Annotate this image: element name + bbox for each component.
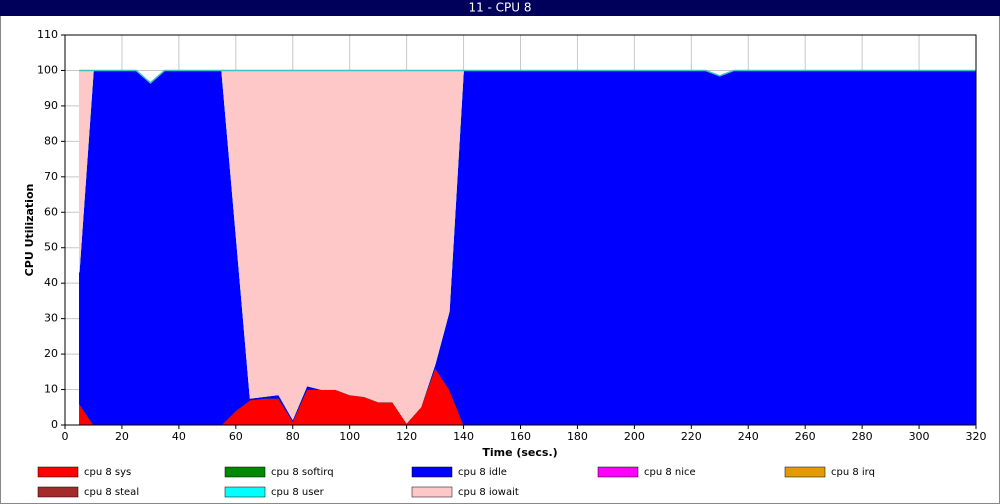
y-tick-label: 70 <box>44 170 58 183</box>
legend-label: cpu 8 irq <box>831 467 875 478</box>
x-tick-label: 200 <box>624 430 645 443</box>
chart-title: 11 - CPU 8 <box>468 1 531 15</box>
x-tick-label: 140 <box>453 430 474 443</box>
legend-swatch <box>37 486 79 498</box>
legend-label: cpu 8 softirq <box>271 467 334 478</box>
x-tick-label: 40 <box>172 430 186 443</box>
legend-label: cpu 8 steal <box>84 487 139 498</box>
x-tick-label: 220 <box>681 430 702 443</box>
top-outline <box>79 69 976 84</box>
x-tick-label: 300 <box>909 430 930 443</box>
legend-swatch <box>37 466 79 478</box>
legend-label: cpu 8 nice <box>644 467 696 478</box>
y-tick-label: 100 <box>37 63 58 76</box>
y-tick-label: 90 <box>44 99 58 112</box>
x-tick-label: 320 <box>966 430 987 443</box>
legend-swatch <box>784 466 826 478</box>
x-tick-label: 60 <box>229 430 243 443</box>
y-tick-label: 40 <box>44 276 58 289</box>
legend-swatch <box>597 466 639 478</box>
x-tick-label: 240 <box>738 430 759 443</box>
legend-label: cpu 8 user <box>271 487 325 498</box>
y-tick-label: 10 <box>44 383 58 396</box>
x-tick-label: 280 <box>852 430 873 443</box>
legend-swatch <box>411 486 453 498</box>
y-tick-label: 50 <box>44 241 58 254</box>
y-axis-label: CPU Utilization <box>23 184 36 277</box>
x-tick-label: 260 <box>795 430 816 443</box>
x-tick-label: 0 <box>62 430 69 443</box>
y-tick-label: 30 <box>44 312 58 325</box>
x-tick-label: 20 <box>115 430 129 443</box>
y-tick-label: 110 <box>37 28 58 41</box>
legend-swatch <box>224 486 266 498</box>
legend-label: cpu 8 sys <box>84 467 131 478</box>
x-tick-label: 160 <box>510 430 531 443</box>
title-bar <box>0 0 1000 16</box>
legend-label: cpu 8 iowait <box>458 487 519 498</box>
y-tick-label: 0 <box>51 418 58 431</box>
y-tick-label: 20 <box>44 347 58 360</box>
x-tick-label: 100 <box>339 430 360 443</box>
x-tick-label: 80 <box>286 430 300 443</box>
y-tick-label: 60 <box>44 205 58 218</box>
legend-label: cpu 8 idle <box>458 467 507 478</box>
x-axis-label: Time (secs.) <box>482 446 557 459</box>
x-tick-label: 180 <box>567 430 588 443</box>
y-tick-label: 80 <box>44 134 58 147</box>
area <box>78 70 977 426</box>
legend-swatch <box>224 466 266 478</box>
legend-swatch <box>411 466 453 478</box>
x-tick-label: 120 <box>396 430 417 443</box>
plot-border <box>64 34 977 426</box>
